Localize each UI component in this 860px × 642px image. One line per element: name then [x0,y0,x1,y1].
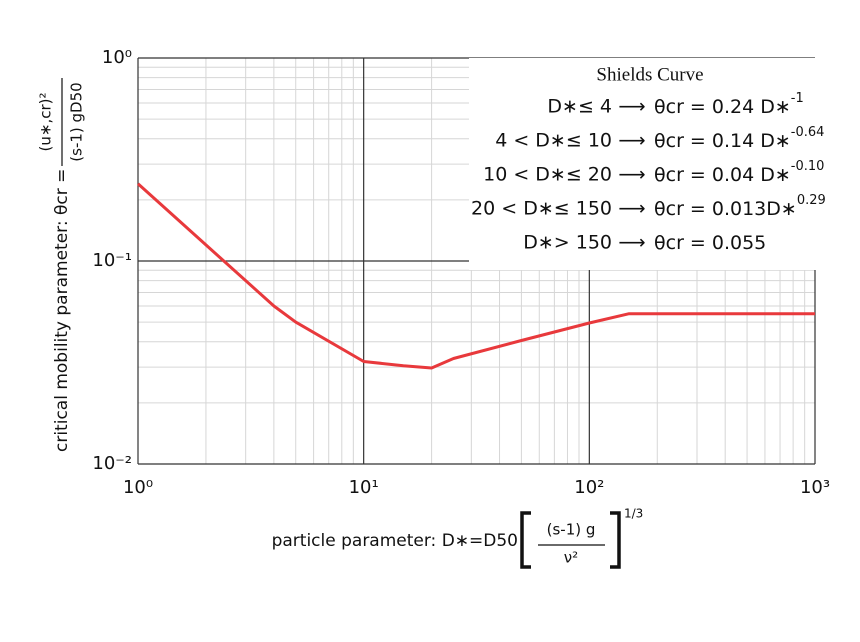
legend-formula: θcr = 0.14 D∗-0.64 [654,125,824,152]
x-label-exponent: 1/3 [624,507,643,521]
formula: θcr = 0.04 D∗ [654,164,791,186]
legend-box [469,58,816,270]
legend-arrow: ⟶ [618,130,645,152]
formula: θcr = 0.14 D∗ [654,130,791,152]
legend-arrow: ⟶ [618,164,645,186]
x-tick-label: 10¹ [349,477,379,498]
exponent: -0.64 [791,125,825,140]
legend-condition: D∗≤ 4 [547,96,612,118]
legend-formula: θcr = 0.055 [654,232,766,254]
x-axis-label: particle parameter: D∗=D50 [272,531,518,551]
x-tick-label: 10⁰ [123,477,153,498]
y-axis-label: critical mobility parameter: θcr = [52,169,72,452]
bracket [520,511,531,569]
legend-condition: D∗> 150 [523,232,612,254]
x-tick-label: 10² [574,477,604,498]
legend-condition: 10 < D∗≤ 20 [483,164,612,186]
legend-formula: θcr = 0.24 D∗-1 [654,91,804,118]
formula: θcr = 0.24 D∗ [654,96,791,118]
y-label-numerator: (u∗,cr)² [37,93,55,152]
y-tick-label: 10⁰ [102,47,132,68]
formula: θcr = 0.013D∗ [654,198,797,220]
formula: θcr = 0.055 [654,232,766,254]
legend-arrow: ⟶ [618,232,645,254]
exponent: 0.29 [797,193,826,208]
line-series [136,182,815,370]
y-tick-label: 10⁻² [92,453,132,474]
legend-arrow: ⟶ [618,96,645,118]
bracket [610,511,621,569]
exponent: -0.10 [791,159,825,174]
x-label-numerator: (s-1) g [547,521,596,539]
exponent: -1 [791,91,804,106]
legend-formula: θcr = 0.04 D∗-0.10 [654,159,824,186]
legend-condition: 4 < D∗≤ 10 [495,130,612,152]
x-label-denominator: ν² [564,549,578,567]
legend-arrow: ⟶ [618,198,645,220]
legend-condition: 20 < D∗≤ 150 [471,198,612,220]
legend-formula: θcr = 0.013D∗0.29 [654,193,826,220]
y-tick-label: 10⁻¹ [92,250,132,271]
y-label-denominator: (s-1) gD50 [68,82,86,161]
x-tick-label: 10³ [800,477,830,498]
legend-title: Shields Curve [596,64,703,85]
legend: Shields Curve D∗≤ 4 ⟶ θcr = 0.24 D∗-1 4 < D… [471,64,826,253]
